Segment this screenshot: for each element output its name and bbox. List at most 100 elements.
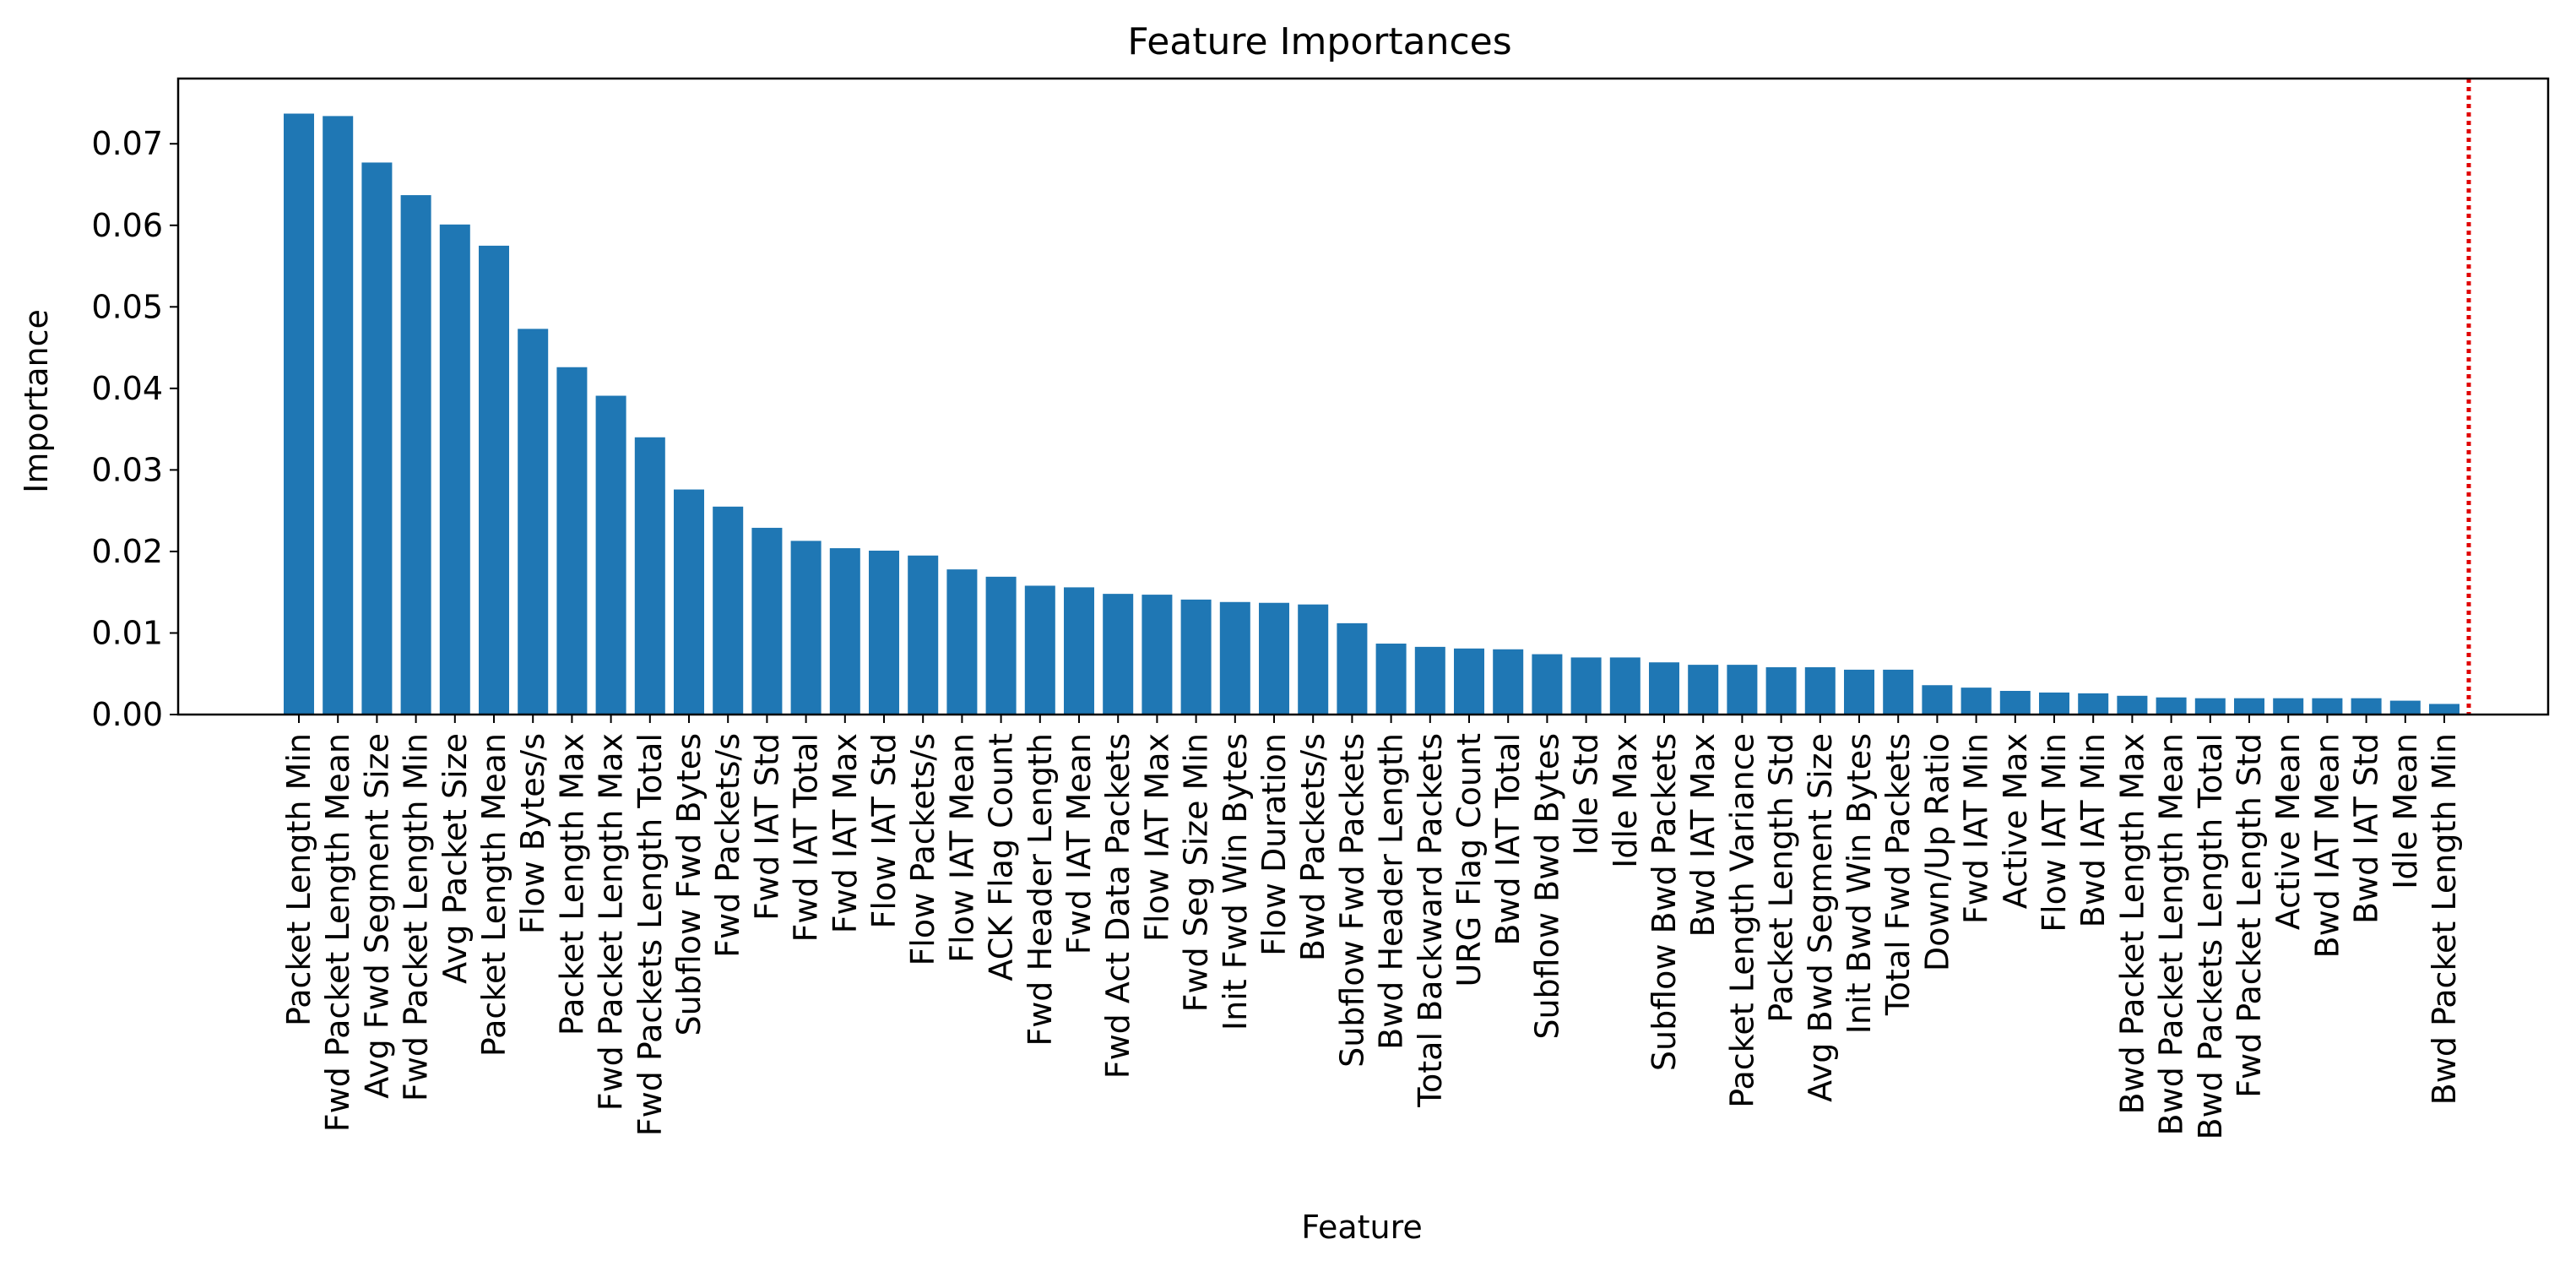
x-tick-label: ACK Flag Count (983, 733, 1020, 981)
x-tick-label: Flow IAT Min (2036, 733, 2073, 932)
y-tick-label: 0.04 (91, 370, 163, 407)
bar (674, 489, 704, 715)
bar (908, 555, 939, 715)
x-tick-label: Fwd IAT Std (748, 733, 785, 921)
bar (829, 548, 860, 715)
bar (2273, 698, 2304, 715)
x-tick-label: Idle Mean (2387, 733, 2424, 889)
bar (946, 569, 978, 715)
bar (713, 506, 744, 715)
x-tick-label: Avg Packet Size (437, 733, 474, 984)
y-tick-label: 0.02 (91, 533, 163, 570)
bar (790, 541, 822, 715)
x-tick-label: Fwd IAT Max (827, 733, 864, 933)
y-tick-label: 0.07 (91, 125, 163, 162)
bar (284, 113, 314, 715)
x-tick-label: Down/Up Ratio (1918, 733, 1955, 971)
bar (361, 162, 393, 715)
x-tick-label: Fwd Packets/s (709, 733, 746, 958)
bar (323, 116, 354, 715)
x-tick-label: Bwd IAT Max (1684, 733, 1722, 937)
x-tick-label: Bwd IAT Total (1489, 733, 1527, 946)
x-tick-label: Idle Max (1607, 733, 1644, 868)
bar (2117, 695, 2148, 715)
bars-group (284, 113, 2459, 715)
bar (1414, 646, 1445, 715)
y-tick-label: 0.06 (91, 207, 163, 244)
x-tick-label: Fwd IAT Total (788, 733, 825, 942)
bar (1922, 685, 1953, 715)
bar (1765, 667, 1797, 715)
x-tick-label: Bwd Packets/s (1294, 733, 1331, 961)
x-tick-label: Total Backward Packets (1412, 733, 1449, 1108)
x-tick-label: Flow Packets/s (904, 733, 941, 966)
bar (1493, 649, 1524, 715)
y-axis-label: Importance (18, 309, 55, 493)
bar (2234, 698, 2264, 715)
x-tick-label: Fwd IAT Mean (1060, 733, 1098, 954)
x-tick-label: Subflow Bwd Packets (1646, 733, 1683, 1071)
bar (1999, 691, 2031, 715)
bar (439, 224, 470, 715)
bar (1375, 644, 1407, 715)
x-tick-label: Bwd IAT Std (2348, 733, 2385, 924)
bar (1219, 601, 1250, 715)
bar (2389, 700, 2421, 715)
bar (1532, 654, 1563, 715)
bar (1727, 665, 1758, 715)
x-tick-label: Flow Duration (1255, 733, 1293, 956)
x-tick-label: Fwd Packet Length Max (593, 733, 630, 1111)
bar (1142, 595, 1173, 715)
bar (1259, 602, 1289, 715)
x-tick-label: Avg Bwd Segment Size (1802, 733, 1839, 1102)
x-tick-label: Fwd Act Data Packets (1099, 733, 1136, 1079)
bar (1024, 585, 1055, 715)
x-tick-label: Active Mean (2270, 733, 2307, 930)
y-tick-label: 0.05 (91, 288, 163, 325)
bar (1844, 669, 1874, 715)
x-tick-label: Flow IAT Std (865, 733, 903, 929)
x-tick-label: Subflow Bwd Bytes (1528, 733, 1565, 1040)
y-tick-label: 0.00 (91, 696, 163, 733)
bar (1180, 599, 1212, 715)
x-tick-label: Fwd Packet Length Std (2231, 733, 2268, 1098)
x-tick-label: Packet Length Max (553, 733, 590, 1035)
x-tick-label: Packet Length Std (1763, 733, 1800, 1023)
bar (869, 550, 899, 715)
y-tick-label: 0.03 (91, 451, 163, 488)
x-tick-label: Bwd IAT Mean (2308, 733, 2346, 958)
bar (634, 437, 665, 715)
bar (1609, 657, 1641, 715)
x-tick-label: Fwd Packet Length Min (398, 733, 435, 1101)
x-tick-label: Fwd Header Length (1022, 733, 1059, 1046)
x-tick-label: Packet Length Mean (475, 733, 512, 1057)
x-tick-label: Init Fwd Win Bytes (1217, 733, 1254, 1030)
bar (479, 245, 509, 715)
x-tick-label: Fwd Seg Size Min (1178, 733, 1215, 1012)
x-tick-label: Flow IAT Mean (943, 733, 980, 963)
x-tick-label: Bwd Packets Length Total (2192, 733, 2229, 1139)
x-axis-label: Feature (1301, 1209, 1423, 1246)
bar (2156, 697, 2187, 715)
bar (1064, 587, 1094, 715)
bar (2078, 693, 2109, 715)
x-tick-label: Active Max (1997, 733, 2034, 909)
x-tick-label: Fwd Packets Length Total (632, 733, 669, 1136)
x-tick-label: Bwd Packet Length Mean (2153, 733, 2190, 1135)
x-tick-label: Bwd Packet Length Max (2113, 733, 2150, 1114)
bar (1960, 688, 1992, 715)
x-tick-label: Avg Fwd Segment Size (358, 733, 395, 1099)
x-tick-label: Fwd IAT Min (1958, 733, 1995, 924)
x-axis-ticks: Packet Length Min Fwd Packet Length Mean A… (280, 715, 2463, 1139)
x-tick-label: Subflow Fwd Packets (1333, 733, 1370, 1068)
bar (2312, 698, 2343, 715)
bar (1298, 604, 1329, 715)
x-tick-label: Init Bwd Win Bytes (1841, 733, 1878, 1034)
bar (2351, 698, 2382, 715)
chart-title: Feature Importances (1127, 20, 1511, 63)
x-tick-label: Packet Length Min (280, 733, 317, 1026)
bar (985, 576, 1017, 715)
bar (1649, 662, 1679, 715)
bar (1570, 657, 1602, 715)
